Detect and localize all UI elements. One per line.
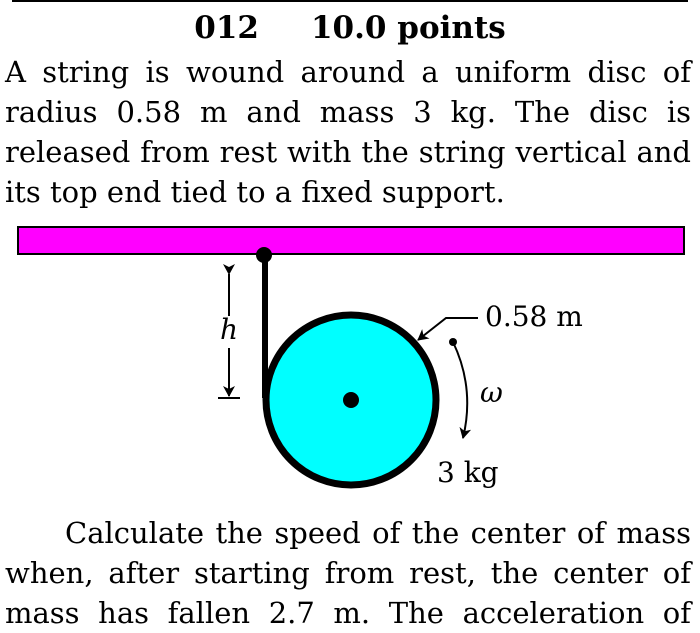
intro-line: A string is wound around a uniform disc …	[5, 55, 691, 89]
question-line: Calculate the speed of the center of mas…	[65, 516, 691, 550]
disc-diagram: h 0.58 m ω 3 kg	[17, 226, 685, 489]
intro-line: released from rest with the string verti…	[5, 135, 691, 169]
radius-pointer-arrow	[417, 317, 478, 341]
question-line: mass has fallen 2.7 m. The acceleration …	[5, 596, 691, 630]
question-line: when, after starting from rest, the cent…	[5, 556, 691, 590]
string-attachment-point	[256, 247, 272, 263]
problem-points: 10.0 points	[310, 10, 506, 46]
radius-label: 0.58 m	[485, 300, 583, 333]
question-text: Calculate the speed of the center of mas…	[5, 513, 691, 633]
omega-rotation-arrow	[452, 341, 472, 439]
ceiling-support	[17, 226, 685, 255]
height-label: h	[220, 313, 238, 346]
disc-center	[343, 392, 359, 408]
mass-label: 3 kg	[437, 456, 499, 489]
omega-label: ω	[480, 376, 503, 409]
problem-number: 012	[194, 10, 259, 46]
intro-line: its top end tied to a fixed support.	[5, 175, 505, 209]
disc-figure: h 0.58 m ω 3 kg	[0, 220, 700, 510]
intro-line: radius 0.58 m and mass 3 kg. The disc is	[5, 95, 691, 129]
problem-intro: A string is wound around a uniform disc …	[5, 52, 691, 212]
problem-header: 012 10.0 points	[0, 8, 700, 48]
top-rule	[12, 0, 688, 2]
